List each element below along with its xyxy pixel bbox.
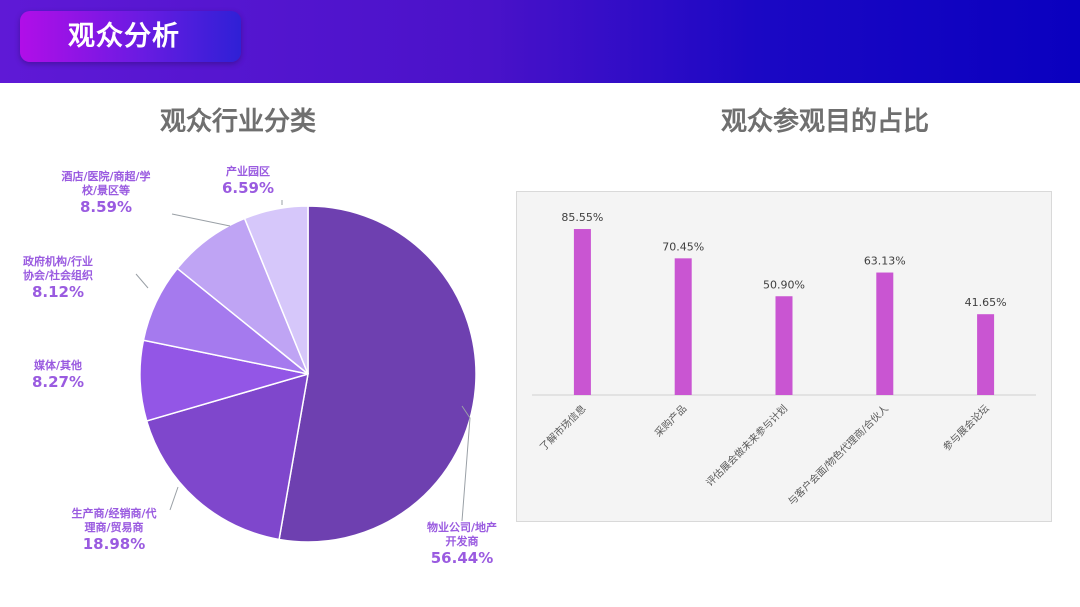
bar-chart-title: 观众参观目的占比 (720, 107, 929, 137)
bar (977, 314, 995, 395)
pie-slice-category: 政府机构/行业 (22, 255, 94, 268)
bar-value-label: 63.13% (864, 255, 906, 268)
pie-slice-category: 理商/贸易商 (84, 521, 144, 534)
pie-leader-line (135, 273, 149, 289)
bar-value-label: 70.45% (662, 240, 704, 253)
pie-slice-category: 物业公司/地产 (426, 521, 498, 534)
bar-category-label: 了解市场信息 (537, 402, 589, 454)
pie-slice-category: 开发商 (445, 535, 479, 548)
pie-slice-value: 8.12% (31, 283, 85, 301)
bar-category-label: 采购产品 (652, 402, 689, 439)
pie-slice-value: 56.44% (430, 549, 494, 567)
pie-leader-line (461, 405, 471, 522)
pie-slice-label: 媒体/其他 8.27% (20, 359, 96, 391)
pie-slice-value: 8.59% (79, 198, 133, 216)
bar-category-label: 评估展会做未来参与计划 (703, 402, 790, 489)
pie-slice-category: 校/景区等 (81, 184, 131, 197)
pie-slice-category: 媒体/其他 (33, 359, 83, 372)
bar-category-label: 参与展会论坛 (940, 402, 992, 454)
pie-slice (145, 372, 309, 541)
pie-slice-label: 酒店/医院/商超/学 校/景区等 8.59% (42, 170, 170, 216)
bar-category-label: 与客户会面/物色代理商/合伙人 (785, 402, 891, 508)
pie-slice (278, 205, 477, 543)
pie-slice-label: 政府机构/行业 协会/社会组织 8.12% (6, 255, 110, 301)
bar (876, 272, 894, 395)
pie-slice-label: 物业公司/地产 开发商 56.44% (424, 521, 500, 567)
pie-slice-category: 协会/社会组织 (22, 269, 94, 282)
bar-chart: 85.55% 了解市场信息 70.45% 采购产品 50.90% 评估展会做未来参与计划 6… (532, 211, 1036, 508)
pie-slice-value: 8.27% (31, 373, 85, 391)
pie-leader-line (169, 486, 179, 511)
pie-leader-line (171, 213, 231, 227)
pie-slice-value: 6.59% (221, 179, 275, 197)
pie-slice-category: 酒店/医院/商超/学 (61, 170, 151, 183)
pie-slice (243, 205, 309, 375)
page-title: 观众分析 (68, 21, 180, 52)
pie-slice-label: 生产商/经销商/代 理商/贸易商 18.98% (50, 507, 178, 553)
pie-chart (135, 200, 477, 543)
bar-value-label: 85.55% (561, 211, 603, 224)
bar (775, 296, 793, 395)
bar-value-label: 41.65% (965, 296, 1007, 309)
pie-slice-value: 18.98% (82, 535, 146, 553)
bar-value-label: 50.90% (763, 278, 805, 291)
pie-chart-title: 观众行业分类 (159, 107, 316, 137)
title-pill: 观众分析 (20, 11, 241, 62)
pie-slice-category: 生产商/经销商/代 (71, 507, 157, 520)
bar (573, 229, 591, 395)
pie-slice-label: 产业园区 6.59% (215, 165, 281, 197)
pie-slice-category: 产业园区 (226, 165, 270, 178)
bar (674, 258, 692, 395)
